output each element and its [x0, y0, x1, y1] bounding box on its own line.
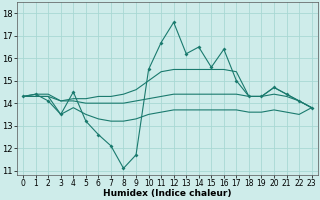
X-axis label: Humidex (Indice chaleur): Humidex (Indice chaleur) [103, 189, 232, 198]
